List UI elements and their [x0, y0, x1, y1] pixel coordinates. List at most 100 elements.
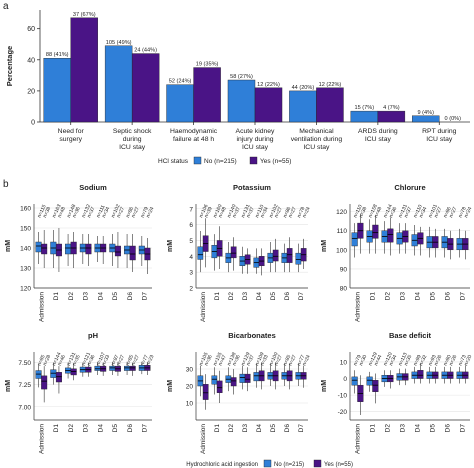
n-label: n=37 [246, 206, 256, 219]
y-tick-label: 160 [20, 206, 31, 213]
box [85, 243, 92, 255]
n-label: n=28 [42, 354, 52, 367]
x-tick-label: D3 [83, 292, 90, 301]
y-tick-label: 150 [20, 226, 31, 233]
box [70, 368, 77, 376]
x-tick-label: ICU stay [426, 136, 453, 143]
n-label: n=102 [110, 203, 121, 218]
y-tick-label: 80 [340, 286, 348, 293]
x-tick-label: D7 [142, 424, 149, 433]
x-tick-label: D5 [112, 292, 119, 301]
x-tick-label: D2 [68, 424, 75, 433]
n-label: n=27 [274, 354, 284, 367]
n-label: n=101 [428, 203, 439, 218]
x-tick-label: D2 [385, 292, 392, 301]
x-tick-label: D3 [400, 292, 407, 301]
n-label: n=140 [226, 203, 237, 218]
n-label: n=148 [66, 203, 77, 218]
legend-swatch [193, 156, 202, 165]
value-label: 37 (67%) [73, 12, 96, 18]
n-label: n=26 [433, 354, 443, 367]
n-label: n=20 [463, 354, 473, 367]
x-tick-label: D5 [430, 292, 437, 301]
box [230, 377, 237, 387]
n-label: n=27 [116, 354, 126, 367]
x-tick-label: Admission [38, 424, 45, 454]
x-tick-label: D7 [460, 292, 467, 301]
panel-title: Bicarbonates [228, 331, 276, 340]
n-label: n=27 [433, 206, 443, 219]
n-label: n=100 [268, 351, 279, 366]
x-tick-label: Haemodynamic [170, 128, 218, 135]
n-label: n=27 [288, 354, 298, 367]
value-label: 9 (4%) [418, 110, 435, 116]
y-axis-label: mM [167, 380, 174, 392]
legend-swatch [249, 156, 258, 165]
n-label: n=34 [418, 206, 428, 219]
n-label: n=158 [368, 203, 379, 218]
x-tick-label: D7 [460, 424, 467, 433]
n-label: n=33 [260, 354, 270, 367]
x-tick-label: D6 [284, 292, 291, 301]
x-tick-label: D3 [242, 424, 249, 433]
bar [377, 110, 406, 123]
x-tick-label: D3 [242, 292, 249, 301]
box [351, 232, 358, 247]
n-label: n=86 [282, 206, 292, 219]
x-tick-label: D6 [284, 424, 291, 433]
n-label: n=26 [448, 354, 458, 367]
x-tick-label: D2 [385, 424, 392, 433]
x-tick-label: D3 [83, 424, 90, 433]
n-label: n=121 [81, 351, 92, 366]
bar [166, 84, 194, 123]
y-tick-label: 20 [27, 88, 35, 95]
x-tick-label: Admission [200, 424, 207, 454]
x-tick-label: D4 [97, 424, 104, 433]
n-label: n=102 [268, 203, 279, 218]
value-label: 44 (20%) [292, 85, 315, 91]
y-tick-label: 20 [186, 384, 194, 391]
box [244, 373, 251, 383]
box [286, 248, 293, 263]
x-tick-label: D6 [127, 424, 134, 433]
x-tick-label: D4 [97, 292, 104, 301]
x-tick-label: Acute kidney [236, 128, 276, 135]
n-label: n=27 [288, 206, 298, 219]
x-tick-label: failure at 48 h [173, 136, 214, 143]
bar [193, 67, 221, 123]
x-tick-label: D7 [142, 292, 149, 301]
box [65, 243, 72, 255]
n-label: n=144 [383, 203, 394, 218]
y-tick-label: 40 [27, 57, 35, 64]
panel-title: Chlorure [394, 183, 425, 192]
box [129, 365, 136, 371]
legend-title: Hydrochloric acid ingestion [186, 462, 258, 468]
n-label: n=24 [463, 206, 473, 219]
box [230, 246, 237, 259]
legend-label: Yes (n=55) [324, 462, 353, 468]
n-label: n=39 [204, 206, 214, 219]
n-label: n=79 [353, 354, 363, 367]
y-axis-label: mM [5, 240, 12, 252]
box [253, 372, 260, 382]
n-label: n=37 [232, 206, 242, 219]
x-tick-label: Mechanical [299, 128, 334, 135]
bar [104, 45, 133, 123]
n-label: n=110 [413, 204, 424, 219]
y-tick-label: 90 [340, 266, 348, 273]
bar [254, 87, 283, 123]
y-tick-label: 110 [337, 228, 348, 235]
n-label: n=110 [353, 204, 364, 219]
x-tick-label: D5 [112, 424, 119, 433]
x-tick-label: D5 [270, 424, 277, 433]
bar [412, 115, 440, 123]
n-label: n=35 [403, 354, 413, 367]
panel-label: a [3, 1, 9, 12]
x-tick-label: D7 [298, 292, 305, 301]
n-label: n=131 [240, 203, 251, 218]
x-tick-label: Septic shock [113, 128, 152, 135]
x-tick-label: Admission [38, 292, 45, 322]
n-label: n=36 [204, 354, 214, 367]
bar [316, 87, 344, 123]
n-label: n=80 [443, 354, 453, 367]
